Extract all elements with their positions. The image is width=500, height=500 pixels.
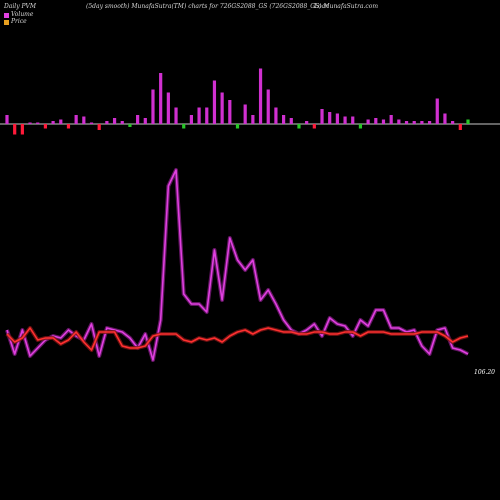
volume-bar xyxy=(381,119,386,124)
volume-bar xyxy=(451,121,455,124)
volume-bar xyxy=(13,124,17,135)
volume-bar xyxy=(205,107,209,124)
volume-bar xyxy=(166,92,170,124)
chart-title: (5day smooth) MunafaSutra(TM) charts for… xyxy=(86,3,379,10)
volume-bar xyxy=(51,121,55,124)
volume-bar xyxy=(197,107,201,124)
volume-bar xyxy=(105,121,109,124)
volume-bar xyxy=(404,121,409,124)
volume-bar xyxy=(335,113,339,124)
volume-bar xyxy=(297,124,301,129)
volume-bar xyxy=(443,113,447,124)
volume-bar xyxy=(312,124,316,129)
volume-bar xyxy=(189,115,193,124)
volume-bar xyxy=(28,122,32,124)
volume-bar xyxy=(258,68,263,124)
volume-bar xyxy=(151,89,155,124)
volume-bar xyxy=(458,124,462,130)
legend-price-label: Price xyxy=(11,18,27,25)
volume-bar xyxy=(220,92,224,124)
price-value-label: 106.20 xyxy=(474,369,495,376)
volume-bar xyxy=(282,115,286,124)
price-line xyxy=(6,327,469,351)
volume-bar xyxy=(182,124,186,129)
volume-bar xyxy=(212,80,217,124)
volume-bar xyxy=(289,118,293,124)
volume-bar xyxy=(128,124,132,127)
volume-bar xyxy=(43,124,48,129)
volume-bar xyxy=(320,109,324,124)
volume-bar xyxy=(143,118,147,124)
legend-price-swatch xyxy=(4,20,9,25)
volume-bar xyxy=(366,119,370,124)
volume-bar xyxy=(120,121,124,124)
volume-bar xyxy=(328,112,332,124)
volume-bar xyxy=(66,124,71,129)
volume-bar xyxy=(351,116,355,124)
legend-volume-swatch xyxy=(4,13,9,18)
chart-type-label: Daily PVM xyxy=(4,3,37,10)
volume-bar xyxy=(74,115,78,124)
volume-bar xyxy=(466,119,470,124)
volume-bar xyxy=(427,121,432,124)
volume-bar xyxy=(305,121,309,124)
volume-bar xyxy=(36,122,40,124)
volume-bar xyxy=(251,115,255,124)
volume-bar xyxy=(412,121,416,124)
volume-bar xyxy=(174,107,178,124)
volume-bar xyxy=(358,124,363,129)
volume-bar xyxy=(266,89,270,124)
volume-bar xyxy=(343,116,347,124)
volume-bar xyxy=(97,124,101,130)
volume-bar xyxy=(82,116,86,124)
volume-bar xyxy=(389,115,393,124)
volume-bar xyxy=(274,107,278,124)
volume-bar xyxy=(5,115,9,124)
volume-bar xyxy=(112,118,117,124)
volume-bar xyxy=(59,119,63,124)
volume-bar xyxy=(397,119,401,124)
volume-bar xyxy=(374,118,378,124)
volume-bar xyxy=(136,115,140,124)
volume-bar xyxy=(243,104,247,124)
legend-volume-label: Volume xyxy=(11,11,34,18)
volume-bar xyxy=(420,121,424,124)
volume-bar xyxy=(20,124,24,135)
chart-title-suffix: Loan xyxy=(314,3,330,10)
volume-bar xyxy=(89,122,94,124)
volume-bar xyxy=(235,124,240,129)
volume-bar xyxy=(159,73,163,124)
volume-bar xyxy=(435,98,439,124)
volume-bar xyxy=(228,100,232,124)
